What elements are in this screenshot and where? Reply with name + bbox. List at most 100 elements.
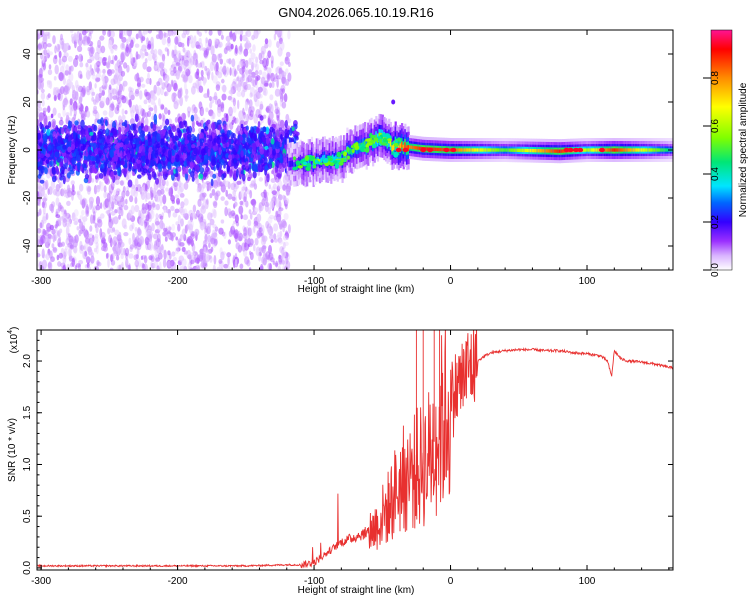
noise-dot (198, 37, 202, 44)
noise-dot (207, 69, 211, 76)
noise-dot (237, 99, 240, 110)
band-dot (140, 123, 144, 129)
noise-dot (47, 188, 50, 196)
noise-dot (54, 47, 61, 53)
noise-dot (171, 223, 175, 231)
noise-dot (110, 69, 115, 74)
noise-dot (252, 63, 257, 68)
noise-dot (156, 265, 160, 270)
noise-dot (131, 222, 135, 230)
noise-dot (176, 247, 181, 252)
noise-dot (195, 257, 200, 264)
band-dot (216, 119, 222, 125)
noise-dot (212, 200, 218, 207)
noise-dot (173, 101, 179, 110)
noise-dot (243, 183, 247, 191)
noise-dot (42, 197, 48, 202)
noise-dot (75, 84, 81, 92)
noise-dot (61, 55, 68, 63)
noise-dot (248, 57, 252, 65)
band-dot (143, 125, 149, 132)
band-dot (98, 152, 102, 159)
noise-dot (137, 258, 141, 268)
noise-dot (220, 267, 223, 270)
noise-dot (79, 215, 84, 220)
noise-dot (60, 116, 63, 121)
noise-dot (227, 40, 231, 47)
band-dot (240, 123, 244, 129)
noise-dot (116, 195, 122, 202)
noise-dot (179, 265, 184, 270)
noise-dot (249, 183, 255, 188)
noise-dot (87, 266, 91, 270)
noise-dot (212, 229, 216, 238)
noise-dot (210, 233, 215, 242)
noise-dot (160, 188, 165, 195)
band-dot (52, 130, 57, 139)
noise-dot (38, 112, 44, 122)
noise-dot (221, 93, 227, 101)
noise-dot (42, 42, 48, 50)
band-dot (93, 142, 97, 150)
noise-dot (276, 78, 279, 88)
noise-dot (193, 173, 199, 179)
noise-dot (270, 55, 274, 64)
noise-dot (188, 74, 193, 84)
noise-dot (65, 43, 69, 51)
noise-dot (194, 228, 200, 236)
band-dot (69, 169, 75, 175)
band-dot (245, 125, 249, 131)
band-dot (211, 122, 216, 131)
noise-dot (213, 238, 218, 246)
noise-dot (271, 197, 275, 203)
noise-dot (187, 219, 192, 229)
noise-dot (47, 81, 52, 88)
noise-dot (37, 201, 40, 206)
noise-dot (117, 97, 121, 105)
noise-dot (175, 247, 179, 255)
band-dot (109, 161, 113, 166)
band-dot (127, 179, 133, 188)
band-dot (150, 159, 155, 167)
band-dot (112, 162, 116, 170)
ridge-cell (331, 154, 335, 161)
noise-dot (38, 67, 43, 78)
noise-dot (61, 215, 67, 221)
noise-dot (121, 114, 126, 121)
band-dot (141, 155, 146, 163)
noise-dot (267, 254, 272, 261)
noise-dot (285, 191, 291, 196)
noise-dot (82, 216, 88, 222)
band-dot (181, 137, 185, 147)
noise-dot (247, 227, 252, 237)
noise-dot (43, 230, 47, 236)
band-dot (196, 149, 200, 154)
noise-dot (69, 235, 74, 245)
noise-dot (285, 233, 290, 240)
noise-dot (128, 43, 132, 53)
band-dot (206, 134, 211, 139)
noise-dot (68, 233, 71, 238)
noise-dot (41, 201, 45, 209)
noise-dot (193, 231, 198, 236)
band-dot (260, 159, 264, 164)
noise-dot (126, 185, 130, 192)
noise-dot (142, 109, 146, 119)
noise-dot (177, 223, 181, 232)
noise-dot (46, 43, 52, 48)
noise-dot (226, 66, 229, 76)
noise-dot (118, 84, 122, 91)
band-dot (191, 176, 195, 182)
noise-dot (96, 260, 100, 266)
noise-dot (168, 226, 172, 231)
band-dot (175, 154, 180, 163)
noise-dot (81, 198, 86, 209)
noise-dot (68, 66, 72, 76)
noise-dot (166, 261, 172, 268)
noise-dot (174, 208, 180, 214)
band-dot (103, 167, 107, 177)
noise-dot (180, 61, 184, 72)
noise-dot (184, 50, 190, 56)
noise-dot (238, 232, 243, 242)
noise-dot (120, 70, 126, 77)
